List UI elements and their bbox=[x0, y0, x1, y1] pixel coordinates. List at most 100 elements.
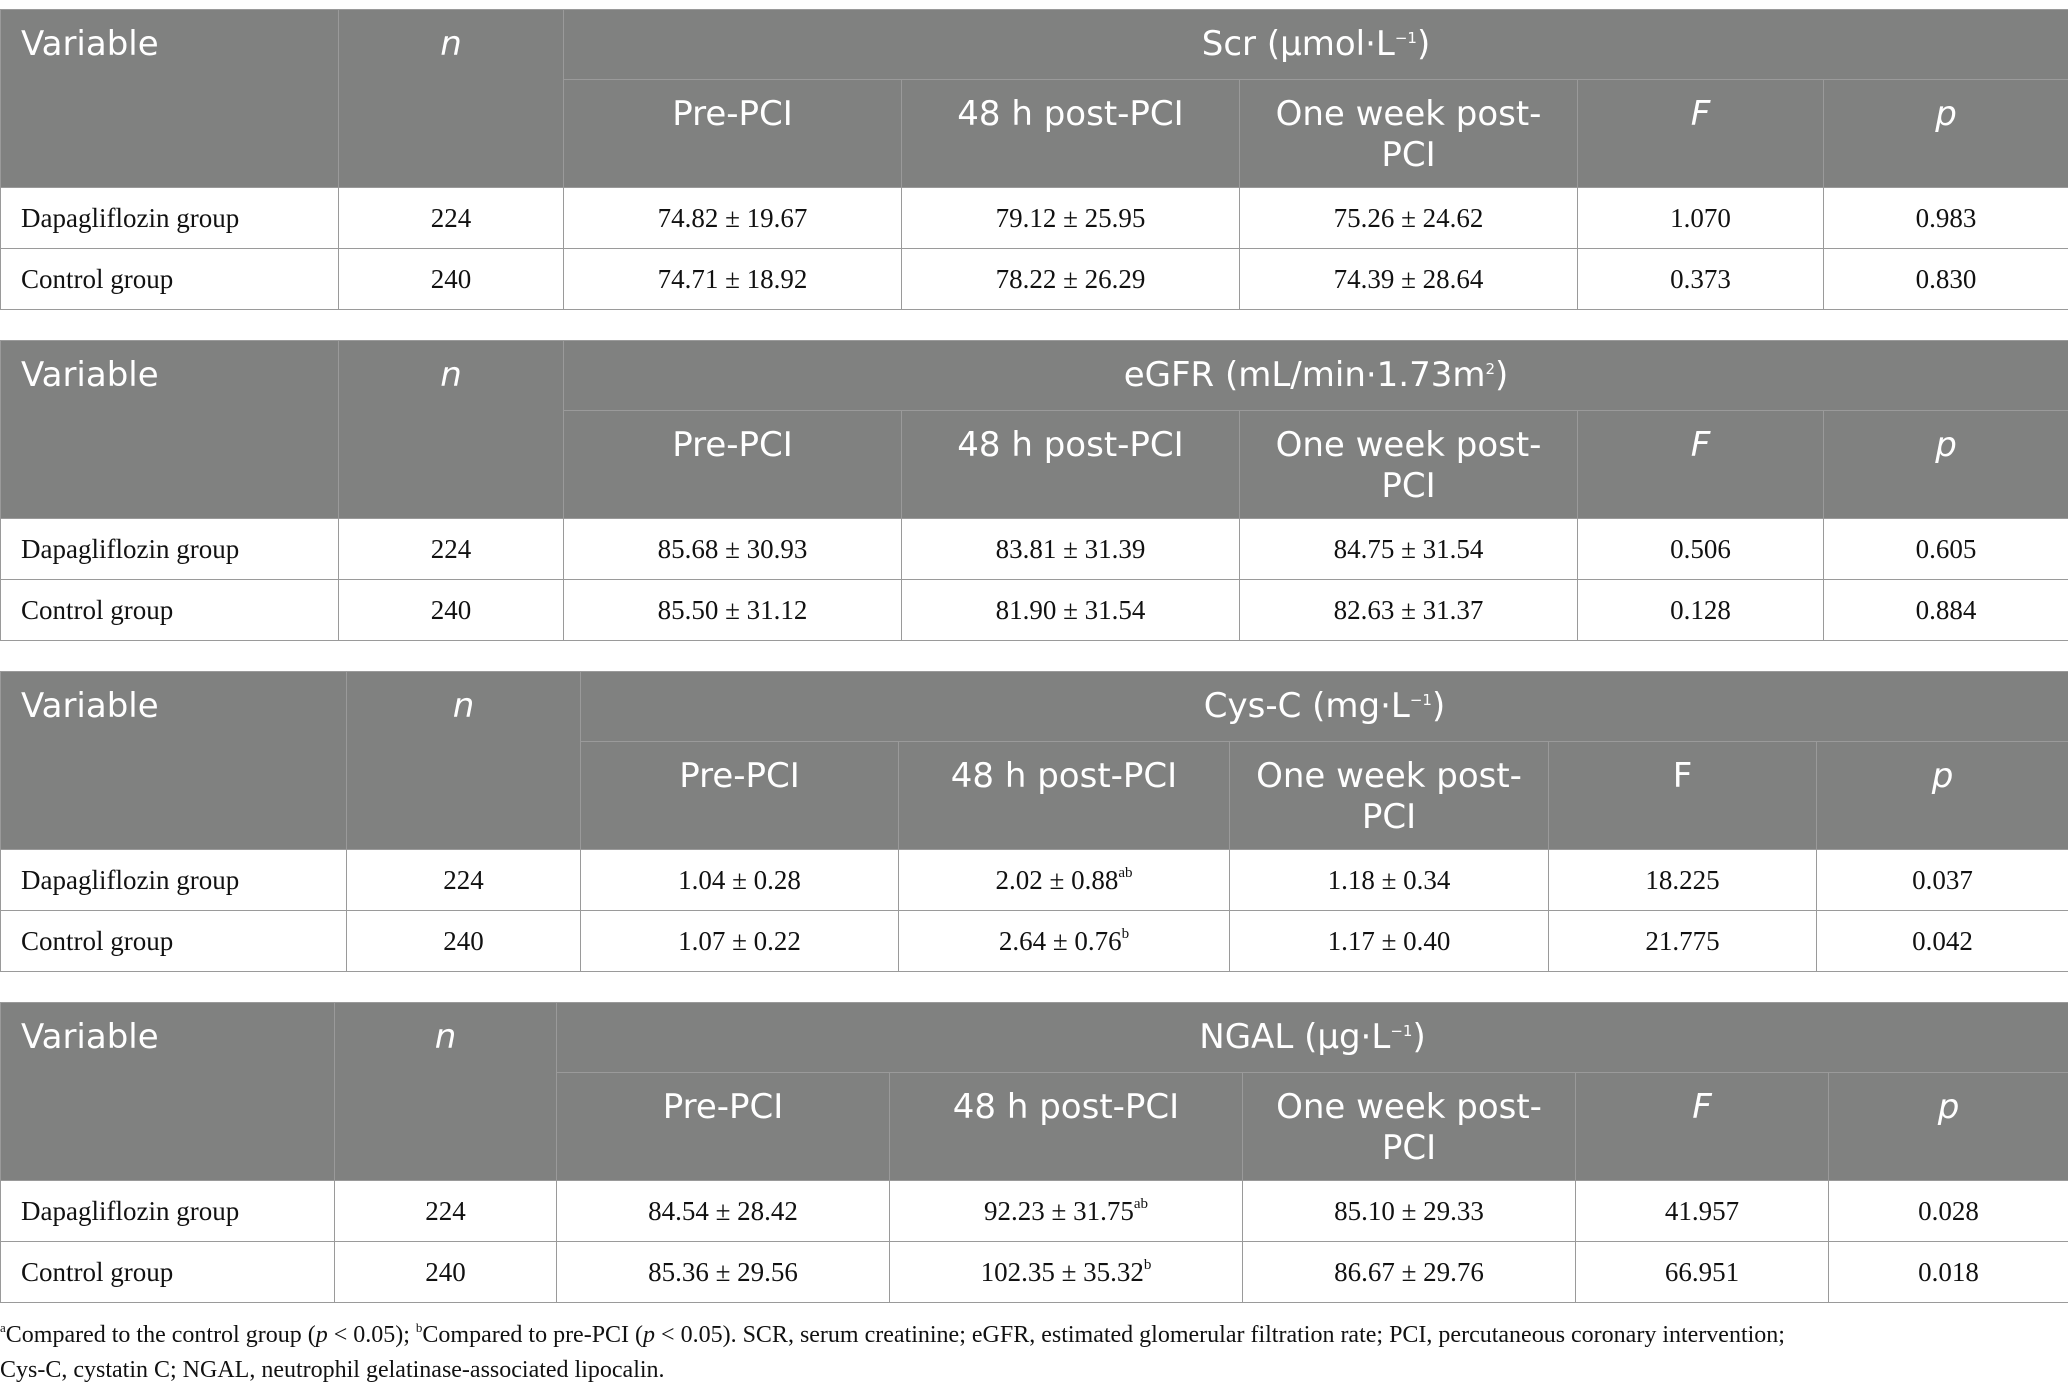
table-row: Control group 240 74.71 ± 18.92 78.22 ± … bbox=[0, 248, 2068, 310]
n-header: n bbox=[346, 671, 581, 850]
n-value: 240 bbox=[334, 1241, 557, 1303]
col-f: F bbox=[1548, 741, 1817, 850]
col-f: F bbox=[1577, 79, 1824, 188]
f-value: 0.128 bbox=[1577, 579, 1824, 641]
group-name: Control group bbox=[0, 579, 339, 641]
one-week-value: 84.75 ± 31.54 bbox=[1239, 518, 1578, 580]
p-value: 0.037 bbox=[1816, 849, 2068, 911]
egfr-table: Variable n eGFR (mL/min·1.73m2) Pre-PCI … bbox=[0, 340, 2068, 641]
one-week-value: 74.39 ± 28.64 bbox=[1239, 248, 1578, 310]
n-value: 240 bbox=[338, 248, 564, 310]
48h-value: 83.81 ± 31.39 bbox=[901, 518, 1240, 580]
f-value: 18.225 bbox=[1548, 849, 1817, 911]
pre-pci-value: 74.71 ± 18.92 bbox=[563, 248, 902, 310]
n-value: 224 bbox=[338, 518, 564, 580]
col-pre-pci: Pre-PCI bbox=[563, 410, 902, 519]
measure-title: eGFR (mL/min·1.73m2) bbox=[562, 340, 2068, 411]
col-48h-post-pci: 48 h post-PCI bbox=[889, 1072, 1243, 1181]
variable-header: Variable bbox=[0, 1002, 335, 1181]
table-row: Control group 240 85.50 ± 31.12 81.90 ± … bbox=[0, 579, 2068, 641]
group-name: Control group bbox=[0, 910, 347, 972]
one-week-value: 82.63 ± 31.37 bbox=[1239, 579, 1578, 641]
footnote-marker: ab bbox=[1133, 1195, 1148, 1212]
table-row: Control group 240 1.07 ± 0.22 2.64 ± 0.7… bbox=[0, 910, 2068, 972]
48h-value: 2.64 ± 0.76b bbox=[898, 910, 1230, 972]
col-pre-pci: Pre-PCI bbox=[580, 741, 899, 850]
variable-header: Variable bbox=[0, 671, 347, 850]
p-value: 0.028 bbox=[1828, 1180, 2068, 1242]
table-row: Dapagliflozin group 224 1.04 ± 0.28 2.02… bbox=[0, 849, 2068, 911]
one-week-value: 85.10 ± 29.33 bbox=[1242, 1180, 1576, 1242]
col-one-week-post-pci: One week post-PCI bbox=[1242, 1072, 1576, 1181]
48h-value: 81.90 ± 31.54 bbox=[901, 579, 1240, 641]
f-value: 0.506 bbox=[1577, 518, 1824, 580]
col-p: p bbox=[1822, 79, 2068, 188]
48h-value: 78.22 ± 26.29 bbox=[901, 248, 1240, 310]
n-value: 224 bbox=[334, 1180, 557, 1242]
footnote-line-2: Cys-C, cystatin C; NGAL, neutrophil gela… bbox=[0, 1357, 665, 1383]
n-value: 240 bbox=[338, 579, 564, 641]
table-footnote: aCompared to the control group (p < 0.05… bbox=[0, 1318, 2040, 1388]
footnote-marker: ab bbox=[1118, 864, 1133, 881]
table-row: Control group 240 85.36 ± 29.56 102.35 ±… bbox=[0, 1241, 2068, 1303]
48h-value: 92.23 ± 31.75ab bbox=[889, 1180, 1243, 1242]
group-name: Dapagliflozin group bbox=[0, 187, 339, 249]
variable-header: Variable bbox=[0, 9, 339, 188]
48h-value: 79.12 ± 25.95 bbox=[901, 187, 1240, 249]
table-row: Dapagliflozin group 224 85.68 ± 30.93 83… bbox=[0, 518, 2068, 580]
f-value: 0.373 bbox=[1577, 248, 1824, 310]
footnote-marker: b bbox=[1121, 925, 1130, 942]
footnote-marker: b bbox=[1143, 1256, 1152, 1273]
pre-pci-value: 85.50 ± 31.12 bbox=[563, 579, 902, 641]
col-p: p bbox=[1828, 1072, 2068, 1181]
group-name: Control group bbox=[0, 248, 339, 310]
one-week-value: 75.26 ± 24.62 bbox=[1239, 187, 1578, 249]
n-header: n bbox=[338, 9, 564, 188]
col-p: p bbox=[1816, 741, 2068, 850]
col-one-week-post-pci: One week post-PCI bbox=[1239, 79, 1578, 188]
48h-value: 102.35 ± 35.32b bbox=[889, 1241, 1243, 1303]
f-value: 1.070 bbox=[1577, 187, 1824, 249]
col-48h-post-pci: 48 h post-PCI bbox=[901, 410, 1240, 519]
col-p: p bbox=[1822, 410, 2068, 519]
p-value: 0.983 bbox=[1822, 187, 2068, 249]
pre-pci-value: 1.07 ± 0.22 bbox=[580, 910, 899, 972]
col-f: F bbox=[1577, 410, 1824, 519]
pre-pci-value: 1.04 ± 0.28 bbox=[580, 849, 899, 911]
pre-pci-value: 85.36 ± 29.56 bbox=[556, 1241, 890, 1303]
table-row: Dapagliflozin group 224 74.82 ± 19.67 79… bbox=[0, 187, 2068, 249]
one-week-value: 1.18 ± 0.34 bbox=[1229, 849, 1549, 911]
p-value: 0.884 bbox=[1822, 579, 2068, 641]
p-value: 0.830 bbox=[1822, 248, 2068, 310]
group-name: Control group bbox=[0, 1241, 335, 1303]
measure-title: Scr (µmol·L−1) bbox=[562, 9, 2068, 80]
p-value: 0.042 bbox=[1816, 910, 2068, 972]
pre-pci-value: 74.82 ± 19.67 bbox=[563, 187, 902, 249]
group-name: Dapagliflozin group bbox=[0, 518, 339, 580]
f-value: 21.775 bbox=[1548, 910, 1817, 972]
p-value: 0.018 bbox=[1828, 1241, 2068, 1303]
f-value: 41.957 bbox=[1575, 1180, 1829, 1242]
n-value: 224 bbox=[346, 849, 581, 911]
col-f: F bbox=[1575, 1072, 1829, 1181]
footnote-line-1: aCompared to the control group (p < 0.05… bbox=[0, 1320, 1785, 1348]
cysc-table: Variable n Cys-C (mg·L−1) Pre-PCI 48 h p… bbox=[0, 671, 2068, 972]
col-48h-post-pci: 48 h post-PCI bbox=[901, 79, 1240, 188]
ngal-table: Variable n NGAL (µg·L−1) Pre-PCI 48 h po… bbox=[0, 1002, 2068, 1303]
n-value: 224 bbox=[338, 187, 564, 249]
table-row: Dapagliflozin group 224 84.54 ± 28.42 92… bbox=[0, 1180, 2068, 1242]
pre-pci-value: 84.54 ± 28.42 bbox=[556, 1180, 890, 1242]
p-value: 0.605 bbox=[1822, 518, 2068, 580]
48h-value: 2.02 ± 0.88ab bbox=[898, 849, 1230, 911]
measure-title: NGAL (µg·L−1) bbox=[556, 1002, 2068, 1073]
col-pre-pci: Pre-PCI bbox=[563, 79, 902, 188]
variable-header: Variable bbox=[0, 340, 339, 519]
group-name: Dapagliflozin group bbox=[0, 1180, 335, 1242]
one-week-value: 86.67 ± 29.76 bbox=[1242, 1241, 1576, 1303]
col-pre-pci: Pre-PCI bbox=[556, 1072, 890, 1181]
group-name: Dapagliflozin group bbox=[0, 849, 347, 911]
pre-pci-value: 85.68 ± 30.93 bbox=[563, 518, 902, 580]
scr-table: Variable n Scr (µmol·L−1) Pre-PCI 48 h p… bbox=[0, 9, 2068, 310]
measure-title: Cys-C (mg·L−1) bbox=[580, 671, 2068, 742]
n-header: n bbox=[334, 1002, 557, 1181]
